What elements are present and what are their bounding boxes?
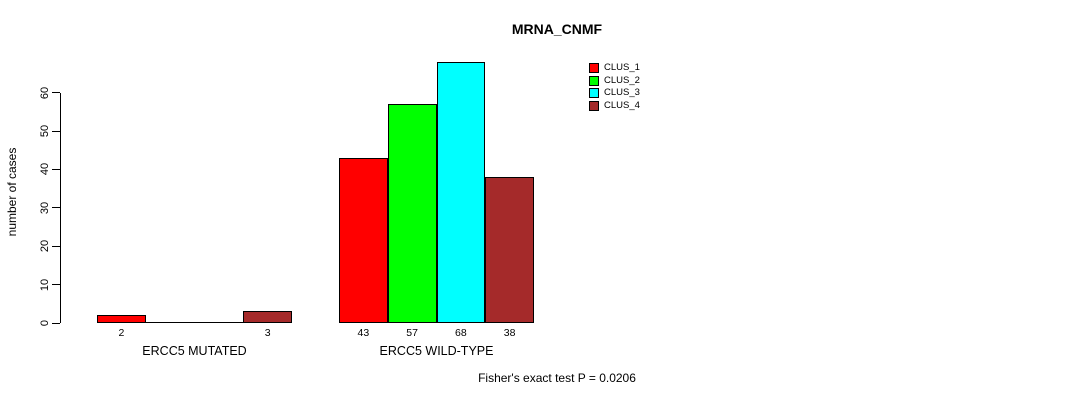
bar-clus_3-ercc5-wild-type bbox=[436, 61, 486, 323]
bar-clus_1-ercc5-wild-type bbox=[339, 157, 388, 323]
y-axis-tick-label: 0 bbox=[39, 319, 51, 327]
bar-clus_2-ercc5-wild-type bbox=[387, 104, 437, 323]
bar-clus_3-ercc5-mutated bbox=[194, 322, 244, 323]
x-axis-group-label: ERCC5 MUTATED bbox=[142, 344, 247, 358]
legend-swatch-clus_4 bbox=[589, 100, 599, 111]
legend-swatch-clus_1 bbox=[589, 63, 599, 73]
y-axis-tick-label: 60 bbox=[39, 86, 51, 99]
bar-value-label: 68 bbox=[455, 327, 467, 339]
bar-clus_2-ercc5-mutated bbox=[145, 322, 195, 323]
y-axis-label: number of cases bbox=[5, 147, 19, 237]
y-axis-tick bbox=[52, 207, 60, 209]
bar-clus_4-ercc5-wild-type bbox=[485, 177, 534, 323]
y-axis-tick-label: 20 bbox=[39, 240, 51, 253]
legend-label: CLUS_3 bbox=[604, 87, 640, 99]
y-axis-tick bbox=[52, 92, 60, 94]
bar-clus_1-ercc5-mutated bbox=[97, 315, 146, 323]
y-axis-tick-label: 30 bbox=[39, 201, 51, 214]
y-axis-tick-label: 10 bbox=[39, 278, 51, 291]
y-axis-tick bbox=[52, 168, 60, 170]
bar-clus_4-ercc5-mutated bbox=[243, 311, 292, 323]
bar-value-label: 2 bbox=[118, 327, 125, 339]
legend-swatch-clus_3 bbox=[589, 88, 599, 99]
y-axis-tick-label: 40 bbox=[39, 163, 51, 176]
bar-value-label: 43 bbox=[357, 327, 370, 339]
y-axis-tick bbox=[52, 284, 60, 286]
x-axis-group-label: ERCC5 WILD-TYPE bbox=[379, 344, 494, 358]
y-axis-tick-label: 50 bbox=[39, 124, 51, 138]
legend-label: CLUS_4 bbox=[604, 99, 640, 111]
bar-value-label: 3 bbox=[264, 327, 271, 339]
bar-value-label: 38 bbox=[503, 327, 516, 339]
legend-label: CLUS_1 bbox=[604, 62, 640, 73]
legend-label: CLUS_2 bbox=[604, 74, 640, 86]
bar-value-label: 57 bbox=[406, 327, 418, 339]
stat-annotation: Fisher's exact test P = 0.0206 bbox=[478, 371, 636, 385]
legend-swatch-clus_2 bbox=[589, 75, 599, 86]
y-axis-tick bbox=[52, 130, 60, 132]
chart-title: MRNA_CNMF bbox=[511, 21, 603, 37]
y-axis-line bbox=[60, 92, 61, 323]
y-axis-tick bbox=[52, 322, 60, 324]
y-axis-tick bbox=[52, 245, 60, 247]
